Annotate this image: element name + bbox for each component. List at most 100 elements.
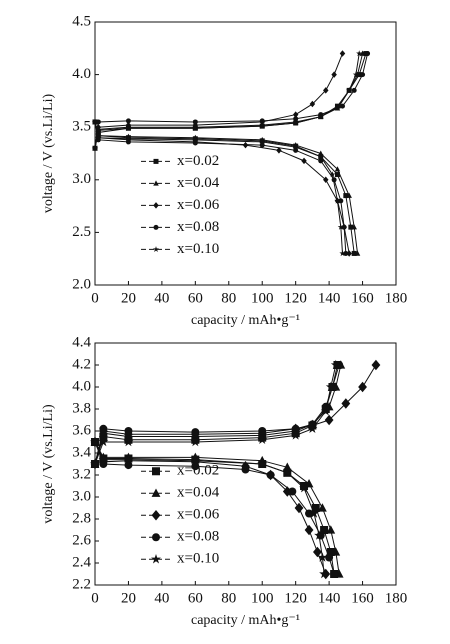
marker [329,171,336,178]
marker [324,414,334,426]
marker [330,359,341,370]
marker [192,125,199,131]
marker [318,503,327,512]
y-tick-label: 3.5 [72,119,91,135]
marker [307,423,318,434]
marker [339,103,345,109]
marker [343,193,349,199]
marker [191,462,200,471]
marker [334,197,341,204]
marker [311,504,320,512]
marker [348,224,354,230]
marker [371,359,381,371]
marker [257,434,268,445]
legend-label: x=0.10 [177,241,219,257]
x-tick-label: 0 [91,290,99,306]
y-tick-label: 2.0 [72,276,91,292]
marker [360,72,366,78]
marker [309,508,320,518]
marker [153,202,159,209]
marker [346,192,352,198]
marker [326,525,336,534]
series-line [94,53,364,254]
marker [258,427,267,435]
y-tick-label: 3.8 [72,400,91,416]
marker [152,246,160,253]
x-tick-label: 100 [251,290,274,306]
marker [288,487,297,496]
marker [292,119,299,126]
marker [346,250,352,257]
x-tick-label: 80 [221,290,236,306]
x-tick-label: 80 [221,590,236,606]
y-tick-label: 2.2 [72,576,91,592]
x-tick-label: 140 [318,590,341,606]
marker [334,166,341,172]
marker [192,140,198,146]
marker [330,570,339,578]
marker [317,153,324,160]
legend-label: x=0.04 [177,485,220,501]
x-tick-label: 0 [91,590,99,606]
y-tick-label: 4.0 [72,66,91,82]
marker [325,553,334,562]
marker [341,224,347,230]
x-tick-label: 100 [251,590,274,606]
marker [153,224,159,230]
marker [151,554,161,564]
marker [356,50,363,57]
y-tick-label: 3.0 [72,171,91,187]
marker [259,138,266,145]
marker [190,455,201,465]
marker [125,139,131,145]
marker [339,250,346,257]
marker [123,454,134,464]
marker [153,158,159,164]
marker [346,87,353,94]
marker [320,526,329,534]
marker [313,546,322,558]
marker [282,467,293,478]
marker [291,424,300,433]
marker [151,510,161,521]
x-tick-label: 180 [385,290,408,306]
legend-label: x=0.06 [177,507,220,523]
marker [314,530,325,540]
marker [301,157,307,165]
marker [352,71,359,78]
plot-frame [94,21,397,286]
marker [358,381,367,393]
marker [124,461,133,470]
marker [304,479,314,488]
y-tick-label: 4.2 [72,356,91,372]
legend-label: x=0.08 [177,219,219,235]
marker [98,436,109,447]
y-tick-label: 4.5 [72,13,91,29]
y-tick-label: 4.0 [72,378,91,394]
marker [334,172,340,178]
marker [320,406,331,416]
marker [282,462,292,471]
marker [90,458,100,469]
marker [90,436,100,447]
series-line [94,53,369,254]
marker [151,488,161,497]
marker [125,118,131,124]
marker [299,483,309,493]
marker [338,198,344,204]
marker [91,144,99,151]
marker [318,158,324,164]
x-tick-label: 20 [121,590,136,606]
marker [259,142,265,148]
marker [152,467,160,476]
marker [359,50,366,56]
marker [98,454,109,464]
x-axis-title: capacity / mAh•g⁻¹ [191,613,300,628]
marker [319,568,330,579]
marker [259,122,266,129]
legend-label: x=0.04 [177,175,220,191]
marker [257,458,268,469]
marker [317,113,324,120]
marker [356,72,362,78]
series-line [94,53,367,254]
